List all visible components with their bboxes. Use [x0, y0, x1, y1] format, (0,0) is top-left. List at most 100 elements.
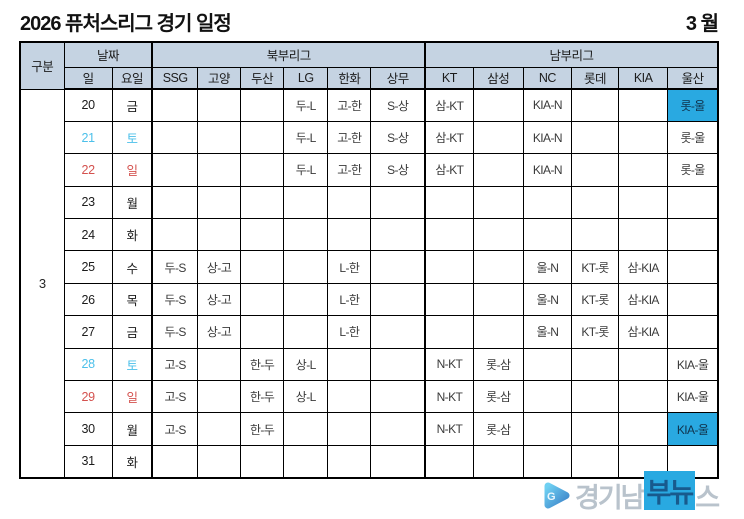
matchup-cell: KT-롯 — [570, 250, 620, 284]
watermark-highlight-box: 부뉴 — [643, 470, 696, 510]
matchup-cell — [424, 185, 474, 220]
header-team-SSG: SSG — [151, 66, 198, 90]
matchup-cell: KT-롯 — [570, 315, 620, 349]
schedule-row: 28 토 고-S 한-두 상-L N-KT 롯-삼 KIA-울 — [20, 347, 719, 382]
matchup-cell — [570, 185, 620, 220]
weekday-cell: 토 — [111, 347, 153, 382]
header-day: 일 — [63, 66, 113, 90]
matchup-cell — [283, 282, 329, 317]
matchup-cell — [370, 444, 426, 479]
matchup-cell — [667, 185, 719, 220]
header-team-울산: 울산 — [667, 66, 719, 90]
matchup-cell — [327, 185, 372, 220]
matchup-cell — [240, 218, 285, 252]
matchup-cell — [370, 218, 426, 252]
matchup-cell: 두-S — [151, 315, 198, 349]
schedule-row: 25 수 두-S 상-고 L-한 울-N KT-롯 삼-KIA — [20, 250, 719, 284]
matchup-cell — [283, 315, 329, 349]
weekday-cell: 화 — [111, 444, 153, 479]
matchup-cell — [240, 153, 285, 187]
matchup-cell — [472, 444, 524, 479]
matchup-cell — [327, 380, 372, 414]
matchup-cell — [196, 120, 242, 155]
matchup-cell — [240, 315, 285, 349]
matchup-cell: 고-한 — [327, 153, 372, 187]
matchup-cell: KIA-울 — [667, 347, 719, 382]
matchup-cell: 두-L — [283, 153, 329, 187]
matchup-cell: 삼-KT — [424, 88, 474, 122]
weekday-cell: 월 — [111, 412, 153, 446]
matchup-cell: KIA-N — [522, 88, 572, 122]
matchup-cell: 삼-KIA — [618, 315, 669, 349]
matchup-cell: N-KT — [424, 347, 474, 382]
matchup-cell — [370, 250, 426, 284]
matchup-cell: KIA-N — [522, 153, 572, 187]
matchup-cell — [424, 250, 474, 284]
matchup-cell — [370, 412, 426, 446]
month-label: 3 월 — [685, 13, 719, 35]
header-team-롯데: 롯데 — [570, 66, 620, 90]
matchup-cell — [618, 347, 669, 382]
header-north-league: 북부리그 — [151, 41, 426, 68]
schedule-row: 24 화 — [20, 218, 719, 252]
matchup-cell — [240, 282, 285, 317]
matchup-cell: 삼-KT — [424, 153, 474, 187]
schedule-row: 31 화 — [20, 444, 719, 479]
matchup-cell — [424, 282, 474, 317]
matchup-cell: 두-S — [151, 282, 198, 317]
matchup-cell: KIA-울 — [667, 412, 719, 446]
weekday-cell: 일 — [111, 153, 153, 187]
matchup-cell — [522, 444, 572, 479]
watermark-part1: 경기남 — [575, 482, 646, 513]
day-cell: 29 — [63, 380, 113, 414]
header-gubun: 구분 — [19, 41, 65, 90]
matchup-cell: 롯-울 — [667, 153, 719, 187]
weekday-cell: 수 — [111, 250, 153, 284]
matchup-cell: KIA-울 — [667, 380, 719, 414]
matchup-cell — [151, 185, 198, 220]
matchup-cell — [424, 444, 474, 479]
matchup-cell — [196, 88, 242, 122]
matchup-cell — [196, 444, 242, 479]
matchup-cell: 상-고 — [196, 282, 242, 317]
matchup-cell — [196, 412, 242, 446]
day-cell: 27 — [63, 315, 113, 349]
matchup-cell — [196, 185, 242, 220]
matchup-cell: 롯-울 — [667, 120, 719, 155]
matchup-cell — [472, 282, 524, 317]
matchup-cell — [283, 412, 329, 446]
matchup-cell: 삼-KT — [424, 120, 474, 155]
matchup-cell: 상-고 — [196, 250, 242, 284]
matchup-cell — [327, 347, 372, 382]
header-team-두산: 두산 — [240, 66, 285, 90]
matchup-cell — [570, 347, 620, 382]
matchup-cell — [472, 120, 524, 155]
day-cell: 24 — [63, 218, 113, 252]
matchup-cell — [240, 185, 285, 220]
titlebar: 2026 퓨처스리그 경기 일정 3 월 — [20, 7, 719, 36]
matchup-cell — [570, 120, 620, 155]
matchup-cell: 롯-울 — [667, 88, 719, 122]
weekday-cell: 목 — [111, 282, 153, 317]
schedule-row: 21 토 두-L 고-한 S-상 삼-KT KIA-N 롯-울 — [20, 120, 719, 155]
matchup-cell: 고-S — [151, 347, 198, 382]
matchup-cell — [327, 444, 372, 479]
weekday-cell: 화 — [111, 218, 153, 252]
matchup-cell — [151, 120, 198, 155]
matchup-cell: 삼-KIA — [618, 282, 669, 317]
matchup-cell — [618, 218, 669, 252]
matchup-cell: KIA-N — [522, 120, 572, 155]
schedule-row: 27 금 두-S 상-고 L-한 울-N KT-롯 삼-KIA — [20, 315, 719, 349]
matchup-cell — [196, 153, 242, 187]
matchup-cell: L-한 — [327, 315, 372, 349]
matchup-cell — [667, 218, 719, 252]
day-cell: 22 — [63, 153, 113, 187]
matchup-cell — [151, 88, 198, 122]
matchup-cell — [472, 218, 524, 252]
weekday-cell: 일 — [111, 380, 153, 414]
news-logo-icon: G — [544, 482, 570, 508]
day-cell: 21 — [63, 120, 113, 155]
header-team-상무: 상무 — [370, 66, 426, 90]
schedule-table: 구분 날짜 북부리그 남부리그 일 요일 SSG 고양 두산 LG 한화 상무 KT 삼성 NC… — [19, 41, 719, 479]
matchup-cell — [283, 250, 329, 284]
